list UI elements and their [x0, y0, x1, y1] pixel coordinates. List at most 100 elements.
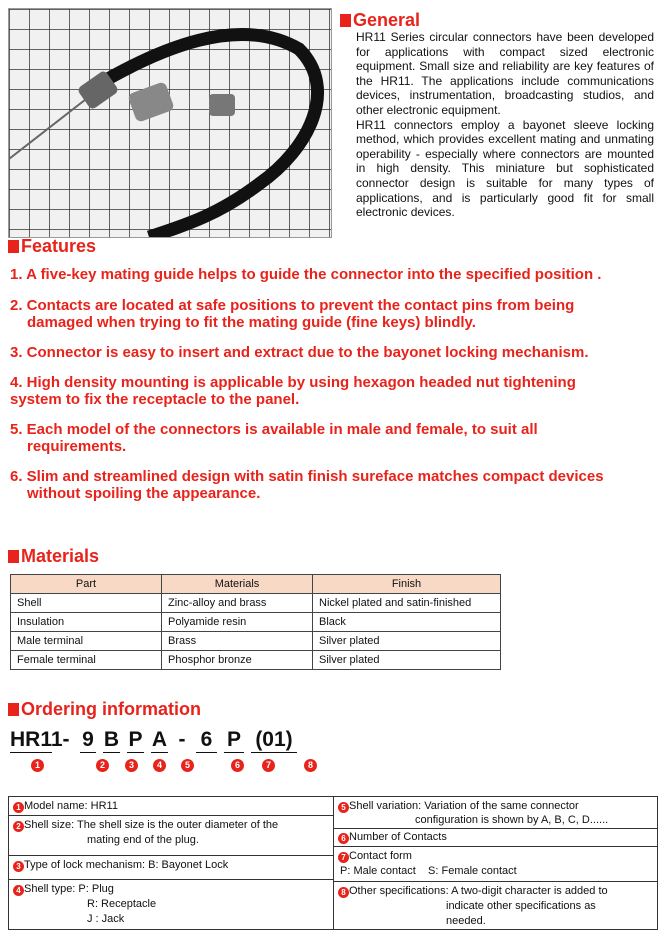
ordering-heading: Ordering information	[8, 699, 201, 720]
header-cell: Finish	[312, 574, 501, 594]
cell: Silver plated	[312, 631, 501, 651]
number-marker: 6	[338, 833, 349, 844]
general-paragraph: HR11 connectors employ a bayonet sleeve …	[356, 117, 654, 220]
legend-text: Shell variation: Variation of the same c…	[349, 800, 579, 812]
feature-text-cont: system to fix the receptacle to the pane…	[10, 391, 300, 408]
legend-text: needed.	[446, 915, 486, 927]
legend-cell: 7 Contact form P: Male contact S: Female c…	[334, 847, 657, 882]
legend-cell: 5 Shell variation: Variation of the same …	[334, 797, 657, 829]
legend-text: Type of lock mechanism: B: Bayonet Lock	[24, 859, 229, 871]
cell: Shell	[10, 593, 162, 613]
cell: Polyamide resin	[161, 612, 313, 632]
general-heading: General	[340, 10, 420, 31]
features-heading: Features	[8, 236, 96, 257]
legend-text: Other specifications: A two-digit charac…	[349, 885, 608, 897]
cell: Phosphor bronze	[161, 650, 313, 670]
legend-cell: 2 Shell size: The shell size is the outer…	[9, 816, 333, 856]
header-cell: Materials	[161, 574, 313, 594]
number-marker: 5	[338, 802, 349, 813]
legend-text: Shell size: The shell size is the outer …	[24, 819, 279, 831]
feature-text: 4. High density mounting is applicable b…	[10, 374, 576, 391]
legend-cell: 6 Number of Contacts	[334, 829, 657, 847]
legend-text: configuration is shown by A, B, C, D....…	[415, 814, 609, 826]
legend-text: Model name: HR11	[24, 800, 118, 812]
legend-cell: 1 Model name: HR11	[9, 797, 333, 816]
cell: Brass	[161, 631, 313, 651]
number-marker: 1	[13, 802, 24, 813]
feature-text: 6. Slim and streamlined design with sati…	[10, 468, 604, 485]
feature-item: 5. Each model of the connectors is avail…	[10, 421, 655, 455]
number-marker: 3	[13, 861, 24, 872]
code-segment: 9	[80, 728, 96, 753]
cell: Female terminal	[10, 650, 162, 670]
number-marker: 8	[338, 887, 349, 898]
feature-text-cont: damaged when trying to fit the mating gu…	[27, 314, 476, 331]
part-number-code: HR11 - 9 B P A - 6 P (01)	[10, 728, 297, 753]
code-segment: A	[151, 728, 168, 753]
cell: Male terminal	[10, 631, 162, 651]
legend-cell: 8 Other specifications: A two-digit chara…	[334, 882, 657, 931]
feature-text: 1. A five-key mating guide helps to guid…	[10, 266, 602, 283]
code-segment: P	[224, 728, 244, 753]
feature-item: 1. A five-key mating guide helps to guid…	[10, 266, 655, 283]
materials-table: Part Materials Finish Shell Zinc-alloy and …	[10, 574, 501, 670]
table-row: Female terminal Phosphor bronze Silver pla…	[10, 650, 501, 670]
cell: Silver plated	[312, 650, 501, 670]
legend-text: indicate other specifications as	[446, 900, 596, 912]
legend-text: mating end of the plug.	[87, 834, 199, 846]
cell: Zinc-alloy and brass	[161, 593, 313, 613]
feature-item: 3. Connector is easy to insert and extra…	[10, 344, 655, 361]
general-paragraph: HR11 Series circular connectors have bee…	[356, 30, 654, 117]
code-segment: P	[127, 728, 144, 753]
legend-text: Number of Contacts	[349, 831, 447, 843]
heading-bullet-icon	[8, 550, 19, 563]
header-cell: Part	[10, 574, 162, 594]
number-marker: 2	[96, 759, 109, 772]
feature-text-cont: requirements.	[27, 438, 127, 455]
feature-item: 2. Contacts are located at safe position…	[10, 297, 655, 331]
feature-item: 4. High density mounting is applicable b…	[10, 374, 655, 408]
heading-bullet-icon	[340, 14, 351, 27]
legend-text: J : Jack	[87, 913, 125, 925]
number-marker: 7	[262, 759, 275, 772]
legend-text: Shell type: P: Plug	[24, 883, 114, 895]
code-segment: (01)	[251, 728, 297, 753]
number-marker: 3	[125, 759, 138, 772]
table-row: Insulation Polyamide resin Black	[10, 612, 501, 632]
legend-cell: 3 Type of lock mechanism: B: Bayonet Lock	[9, 856, 333, 880]
number-marker: 1	[31, 759, 44, 772]
feature-text: 3. Connector is easy to insert and extra…	[10, 344, 589, 361]
code-dash: -	[178, 728, 186, 751]
number-marker: 7	[338, 852, 349, 863]
number-marker: 6	[231, 759, 244, 772]
legend-text: P: Male contact S: Female contact	[340, 865, 517, 877]
number-marker: 8	[304, 759, 317, 772]
code-dash: -	[62, 728, 70, 751]
number-marker: 4	[153, 759, 166, 772]
code-segment: B	[103, 728, 120, 753]
general-title: General	[353, 10, 421, 30]
number-marker: 5	[181, 759, 194, 772]
cell: Insulation	[10, 612, 162, 632]
number-marker: 4	[13, 885, 24, 896]
heading-bullet-icon	[8, 240, 19, 253]
heading-bullet-icon	[8, 703, 19, 716]
general-text: HR11 Series circular connectors have bee…	[356, 30, 654, 220]
ordering-legend-table: 1 Model name: HR11 2 Shell size: The shell…	[8, 796, 658, 930]
ordering-title: Ordering information	[21, 699, 201, 719]
feature-item: 6. Slim and streamlined design with sati…	[10, 468, 655, 502]
legend-text: R: Receptacle	[87, 898, 157, 910]
table-header-row: Part Materials Finish	[10, 574, 501, 594]
feature-text-cont: without spoiling the appearance.	[27, 485, 261, 502]
feature-text: 5. Each model of the connectors is avail…	[10, 421, 538, 438]
table-row: Shell Zinc-alloy and brass Nickel plated a…	[10, 593, 501, 613]
features-title: Features	[21, 236, 97, 256]
table-row: Male terminal Brass Silver plated	[10, 631, 501, 651]
number-marker: 2	[13, 821, 24, 832]
connector-photo	[8, 8, 332, 244]
code-segment: 6	[196, 728, 217, 753]
cell: Nickel plated and satin-finished	[312, 593, 501, 613]
feature-text: 2. Contacts are located at safe position…	[10, 297, 575, 314]
legend-text: Contact form	[349, 850, 412, 862]
legend-cell: 4 Shell type: P: Plug R: Receptacle J : Jac…	[9, 880, 333, 929]
